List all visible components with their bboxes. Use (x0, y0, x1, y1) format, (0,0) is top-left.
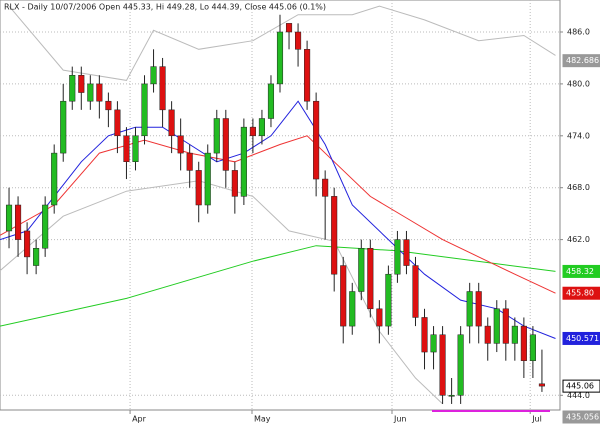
candle-body (448, 395, 455, 397)
y-tick-label: 462.0 (567, 235, 590, 244)
candle-body (24, 230, 31, 258)
candle-body (475, 291, 482, 327)
candle-body (367, 247, 374, 310)
candle-body (249, 126, 256, 137)
price-tag-label: 458.32 (566, 267, 594, 276)
price-tag-label: 445.06 (566, 382, 594, 391)
candle-body (96, 83, 103, 102)
price-tag (562, 54, 600, 68)
candle-body (304, 49, 311, 102)
candle-body (466, 291, 473, 327)
candle-body (114, 109, 121, 137)
candle-body (421, 317, 428, 353)
candle-body (195, 170, 202, 206)
candle-body (502, 308, 509, 344)
y-tick-label: 480.0 (567, 79, 590, 88)
y-tick-label: 444.0 (567, 391, 590, 400)
candle-body (69, 75, 76, 102)
candles (5, 14, 545, 404)
candle-body (240, 126, 247, 197)
indicator-line (0, 100, 556, 339)
candle-body (385, 273, 392, 327)
x-tick-label: May (254, 415, 271, 424)
candle-body (493, 308, 500, 344)
x-tick-label: Apr (132, 415, 147, 424)
indicator-line (8, 5, 556, 81)
candle-body (394, 239, 401, 275)
candle-body (267, 83, 275, 119)
candle-body (132, 135, 139, 163)
x-tick-label: Jul (531, 415, 542, 424)
candle-body (33, 247, 40, 266)
candle-body (403, 239, 410, 266)
candle-body (123, 135, 130, 163)
indicators (0, 5, 556, 405)
candle-body (439, 334, 446, 396)
candle-body (295, 31, 302, 50)
price-tag-label: 450.571 (566, 334, 599, 343)
candle-body (412, 265, 419, 318)
axes: 486.0 480.0 474.0 468.0 462.0 444.0 Apr May Jun J… (129, 28, 600, 424)
candle-body (5, 204, 13, 232)
y-tick-label: 468.0 (567, 183, 590, 192)
candle-body (358, 247, 365, 292)
candle-body (484, 325, 491, 344)
candle-body (349, 291, 356, 327)
x-tick-label: Jun (393, 415, 407, 424)
candle-body (258, 118, 265, 137)
candle-body (276, 31, 284, 85)
candle-body (285, 23, 293, 33)
candle-body (177, 135, 184, 154)
candle-body (322, 178, 329, 197)
candle-body (186, 152, 193, 171)
candle-body (520, 325, 527, 361)
candle-body (204, 152, 211, 206)
price-tag-label: 482.686 (566, 56, 599, 65)
price-tag-label: 435.056 (566, 413, 599, 422)
candle-body (457, 334, 464, 396)
candle-body (340, 265, 347, 327)
candle-body (313, 100, 320, 180)
candle-body (231, 170, 238, 197)
candle-body (222, 118, 229, 171)
candle-body (105, 100, 112, 111)
candle-body (15, 204, 22, 240)
indicator-line (0, 135, 556, 294)
price-tag (562, 264, 600, 278)
price-tag (562, 410, 600, 424)
candle-body (141, 83, 148, 137)
candle-body (430, 334, 437, 353)
indicator-line (0, 180, 443, 405)
y-tick-label: 474.0 (567, 131, 590, 140)
price-tag-label: 455.80 (566, 289, 594, 298)
chart-title: RLX - Daily 10/07/2006 Open 445.33, Hi 4… (4, 3, 326, 12)
y-tick-label: 486.0 (567, 28, 590, 37)
price-tag (562, 379, 600, 393)
candle-body (168, 109, 175, 137)
candle-body (150, 66, 157, 85)
candle-body (159, 66, 166, 111)
candle-body (60, 100, 67, 154)
candle-body (51, 152, 58, 206)
candle-body (87, 83, 94, 102)
candle-body (213, 118, 220, 154)
candle-body (78, 75, 85, 93)
price-tag (562, 286, 600, 300)
indicator-line (0, 245, 556, 327)
candle-body (538, 383, 545, 387)
price-tag (562, 331, 600, 345)
candle-body (511, 325, 518, 344)
candle-body (42, 204, 49, 249)
candle-body (376, 308, 383, 327)
candle-body (529, 334, 536, 361)
candle-body (331, 196, 338, 275)
